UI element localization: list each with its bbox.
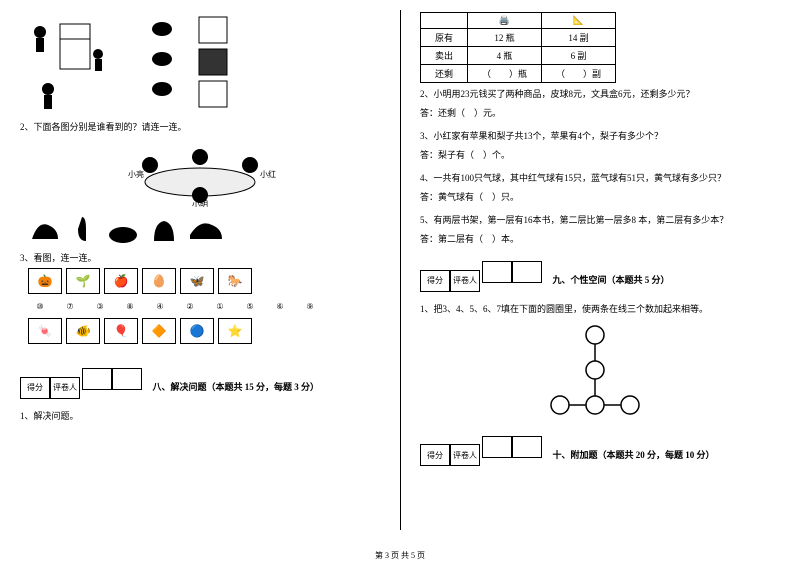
section10-title: 十、附加题（本题共 20 分，每题 10 分） <box>553 448 715 461</box>
section8-sub: 1、解决问题。 <box>20 409 380 422</box>
circle-graph[interactable] <box>535 325 665 420</box>
q3-top-cards: 🎃 🌱 🍎 🥚 🦋 🐎 <box>28 268 372 294</box>
grader-label: 评卷人 <box>450 444 480 466</box>
section9-title: 九、个性空间（本题共 5 分） <box>553 273 670 286</box>
score-blank-10 <box>482 436 542 458</box>
card-star: ⭐ <box>218 318 252 344</box>
grader-blank[interactable] <box>512 261 542 283</box>
rq5-ans[interactable]: 答：第二层有（ ）本。 <box>420 232 780 245</box>
score-box-8: 得分 评卷人 <box>20 377 80 399</box>
num-10: ⑩ <box>34 300 46 312</box>
card-plant: 🌱 <box>66 268 100 294</box>
cabinet-icons <box>194 14 234 114</box>
card-horse: 🐎 <box>218 268 252 294</box>
row-orig-v2: 14 副 <box>542 29 616 47</box>
num-9: ⑨ <box>304 300 316 312</box>
q3-bottom-cards: 🍬 🐠 🎈 🔶 🔵 ⭐ <box>28 318 372 344</box>
card-apple: 🍎 <box>104 268 138 294</box>
rq4-text: 4、一共有100只气球，其中红气球有15只，蓝气球有51只，黄气球有多少只？ <box>420 171 780 184</box>
card-fly: 🦋 <box>180 268 214 294</box>
row-left-v1[interactable]: （ ）瓶 <box>468 65 542 83</box>
q3-text: 3、看图，连一连。 <box>20 251 380 264</box>
num-4: ④ <box>154 300 166 312</box>
rq5-text: 5、有两层书架，第一层有16本书，第二层比第一层多8 本，第二层有多少本？ <box>420 213 780 226</box>
row-left-label: 还剩 <box>421 65 468 83</box>
row-orig-v1: 12 瓶 <box>468 29 542 47</box>
row-sold-label: 卖出 <box>421 47 468 65</box>
card-eggs: 🥚 <box>142 268 176 294</box>
num-8: ⑧ <box>124 300 136 312</box>
inventory-table: 🖨️📐 原有12 瓶14 副 卖出4 瓶6 副 还剩（ ）瓶（ ）副 <box>420 12 616 83</box>
grader-blank[interactable] <box>112 368 142 390</box>
kids-table-icon: 小亮 小红 小明 <box>100 137 300 207</box>
row-orig-label: 原有 <box>421 29 468 47</box>
rq3-text: 3、小红家有苹果和梨子共13个，苹果有4个，梨子有多少个？ <box>420 129 780 142</box>
score-label: 得分 <box>420 444 450 466</box>
score-blank[interactable] <box>482 436 512 458</box>
q2-text: 2、下面各图分别是谁看到的？请连一连。 <box>20 120 380 133</box>
score-label: 得分 <box>420 270 450 292</box>
rq2-ans[interactable]: 答：还剩（ ）元。 <box>420 106 780 119</box>
num-6: ⑥ <box>274 300 286 312</box>
num-1: ① <box>214 300 226 312</box>
section9-header: 得分 评卷人 九、个性空间（本题共 5 分） <box>420 255 780 298</box>
card-fish: 🐠 <box>66 318 100 344</box>
page-footer: 第 3 页 共 5 页 <box>0 550 800 561</box>
fridge-scene-icon <box>20 14 130 114</box>
q2-illustration: 小亮 小红 小明 <box>20 137 380 209</box>
num-3: ③ <box>94 300 106 312</box>
num-5: ⑤ <box>244 300 256 312</box>
grader-label: 评卷人 <box>450 270 480 292</box>
score-blank[interactable] <box>482 261 512 283</box>
section8-header: 得分 评卷人 八、解决问题（本题共 15 分，每题 3 分） <box>20 362 380 405</box>
section9-q1: 1、把3、4、5、6、7填在下面的圆圈里，使两条在线三个数加起来相等。 <box>420 302 780 315</box>
score-blank[interactable] <box>82 368 112 390</box>
section10-header: 得分 评卷人 十、附加题（本题共 20 分，每题 10 分） <box>420 430 780 473</box>
card-dots: 🔵 <box>180 318 214 344</box>
num-7: ⑦ <box>64 300 76 312</box>
num-2: ② <box>184 300 196 312</box>
triangle-icon: 📐 <box>542 13 616 29</box>
section8-title: 八、解决问题（本题共 15 分，每题 3 分） <box>153 380 320 393</box>
row-sold-v2: 6 副 <box>542 47 616 65</box>
card-balloon: 🎈 <box>104 318 138 344</box>
dino-row <box>28 215 372 245</box>
svg-text:小红: 小红 <box>260 169 276 179</box>
rq2-text: 2、小明用23元钱买了两种商品，皮球8元，文具盒6元，还剩多少元？ <box>420 87 780 100</box>
card-candy: 🍬 <box>28 318 62 344</box>
q3-number-row: ⑩ ⑦ ③ ⑧ ④ ② ① ⑤ ⑥ ⑨ <box>34 300 372 312</box>
score-blank-8 <box>82 368 142 390</box>
row-left-v2[interactable]: （ ）副 <box>542 65 616 83</box>
rq4-ans[interactable]: 答：黄气球有（ ）只。 <box>420 190 780 203</box>
svg-text:小亮: 小亮 <box>128 169 144 179</box>
row-sold-v1: 4 瓶 <box>468 47 542 65</box>
score-box-9: 得分 评卷人 <box>420 270 480 292</box>
score-label: 得分 <box>20 377 50 399</box>
card-pumpkin: 🎃 <box>28 268 62 294</box>
grader-label: 评卷人 <box>50 377 80 399</box>
score-blank-9 <box>482 261 542 283</box>
blob-icons <box>142 14 182 114</box>
printer-icon: 🖨️ <box>468 13 542 29</box>
rq3-ans[interactable]: 答：梨子有（ ）个。 <box>420 148 780 161</box>
svg-text:小明: 小明 <box>192 200 208 207</box>
left-column: 2、下面各图分别是谁看到的？请连一连。 小亮 小红 小明 3、看图，连一连。 🎃… <box>0 0 400 545</box>
q1-illustration <box>20 14 380 114</box>
right-column: 🖨️📐 原有12 瓶14 副 卖出4 瓶6 副 还剩（ ）瓶（ ）副 2、小明用… <box>400 0 800 545</box>
card-diamond: 🔶 <box>142 318 176 344</box>
score-box-10: 得分 评卷人 <box>420 444 480 466</box>
grader-blank[interactable] <box>512 436 542 458</box>
